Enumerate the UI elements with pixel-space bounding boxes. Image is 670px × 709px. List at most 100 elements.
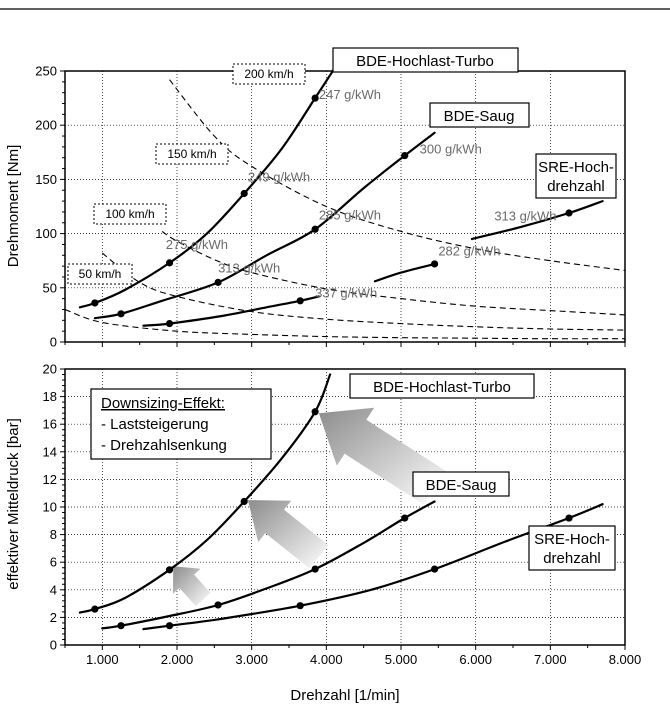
data-point <box>401 151 409 160</box>
downsizing-arrow-2 <box>247 500 329 569</box>
data-point <box>565 209 573 217</box>
data-point <box>165 622 174 630</box>
data-point <box>296 297 304 305</box>
road-load-50-km-h <box>65 308 625 340</box>
torque-axis-title: Drehmoment [Nm] <box>5 145 22 268</box>
data-point <box>311 94 319 102</box>
data-point <box>311 225 319 233</box>
svg-text:50 km/h: 50 km/h <box>79 267 122 281</box>
data-point <box>431 260 439 268</box>
bsfc-label: 285 g/kWh <box>319 208 381 223</box>
data-point <box>401 514 409 522</box>
pressure-axis-title: effektiver Mitteldruck [bar] <box>5 418 22 589</box>
data-point <box>91 299 99 307</box>
x-tick-label: 6.000 <box>459 652 492 667</box>
bsfc-label: 313 g/kWh <box>218 261 280 276</box>
pressure-points <box>91 408 573 630</box>
legend-bde-saug-top: BDE-Saug <box>429 102 530 128</box>
y-tick-label: 10 <box>43 500 57 515</box>
y-tick-label: 250 <box>35 64 57 79</box>
x-tick-label: 1.000 <box>86 652 119 667</box>
data-point <box>296 602 304 610</box>
data-point <box>214 601 222 609</box>
road-load-100-km-h <box>101 252 625 331</box>
legend-bde-hochlast-turbo-top: BDE-Hochlast-Turbo <box>332 47 519 73</box>
series-line-bde-hochlast-turbo <box>78 56 343 309</box>
downsizing-title: Downsizing-Effekt: <box>101 395 225 412</box>
svg-text:SRE-Hoch-: SRE-Hoch- <box>534 531 610 548</box>
x-tick-label: 2.000 <box>161 652 194 667</box>
svg-text:SRE-Hoch-: SRE-Hoch- <box>538 159 614 176</box>
bsfc-label: 275 g/kWh <box>166 237 228 252</box>
y-tick-label: 8 <box>50 527 57 542</box>
data-point <box>214 278 222 286</box>
speed-label-100: 100 km/h <box>93 203 167 225</box>
y-tick-label: 6 <box>50 555 57 570</box>
downsizing-line-2: - Drehzahlsenkung <box>101 437 227 454</box>
y-tick-label: 200 <box>35 118 57 133</box>
svg-text:drehzahl: drehzahl <box>543 550 601 567</box>
svg-text:BDE-Hochlast-Turbo: BDE-Hochlast-Turbo <box>373 379 511 396</box>
torque-series <box>78 56 604 327</box>
y-tick-label: 12 <box>43 472 57 487</box>
data-point <box>91 605 99 613</box>
downsizing-line-1: - Laststeigerung <box>101 416 209 433</box>
speed-label-50: 50 km/h <box>67 263 133 285</box>
series-line-bde-saug <box>93 131 436 320</box>
bsfc-label: 247 g/kWh <box>319 87 381 102</box>
data-point <box>565 514 573 522</box>
bsfc-label: 249 g/kWh <box>248 170 310 185</box>
series-line-sre-hoch-drehzahl <box>470 200 604 241</box>
y-tick-label: 14 <box>43 444 57 459</box>
data-point <box>165 319 174 328</box>
svg-text:150 km/h: 150 km/h <box>167 147 216 161</box>
legend-sre-hochdrehzahl-bottom: SRE-Hoch- drehzahl <box>528 525 616 571</box>
series-line-sre-hoch-drehzahl <box>373 262 436 283</box>
data-point <box>240 497 248 506</box>
bsfc-label: 313 g/kWh <box>494 209 556 224</box>
y-tick-label: 0 <box>50 638 57 653</box>
y-tick-label: 2 <box>50 610 57 625</box>
series-line-bde-hochlast-turbo <box>78 373 332 614</box>
speed-label-200: 200 km/h <box>232 63 306 85</box>
svg-text:drehzahl: drehzahl <box>547 178 605 195</box>
speed-label-150: 150 km/h <box>155 143 229 165</box>
y-tick-label: 16 <box>43 417 57 432</box>
y-tick-label: 100 <box>35 226 57 241</box>
svg-text:BDE-Saug: BDE-Saug <box>444 108 515 125</box>
pressure-chart: 0 2 4 6 8 10 12 14 16 18 20 1.000 2.000 3.000 4.000 5.0… <box>5 362 641 705</box>
torque-ticks: 0 50 100 150 200 250 <box>35 64 626 350</box>
bsfc-label: 282 g/kWh <box>438 243 500 258</box>
svg-text:100 km/h: 100 km/h <box>105 207 154 221</box>
data-point <box>311 408 319 416</box>
x-tick-label: 4.000 <box>310 652 343 667</box>
y-tick-label: 20 <box>43 362 57 377</box>
data-point <box>240 189 248 198</box>
x-tick-label: 3.000 <box>235 652 268 667</box>
y-tick-label: 4 <box>50 582 57 597</box>
y-tick-label: 50 <box>43 280 57 295</box>
legend-bde-saug-bottom: BDE-Saug <box>412 471 510 497</box>
data-point <box>431 565 439 573</box>
x-tick-label: 8.000 <box>609 652 642 667</box>
torque-chart: 0 50 100 150 200 250 247 g/kWh 249 g/kWh 275 g/… <box>5 47 626 350</box>
data-point <box>117 622 125 630</box>
y-tick-label: 18 <box>43 389 57 404</box>
bsfc-label: 337 g/kWh <box>315 286 377 301</box>
data-point <box>311 565 319 573</box>
data-point <box>165 259 174 267</box>
series-line-bde-saug <box>101 500 436 630</box>
road-load-200-km-h <box>169 79 625 272</box>
y-tick-label: 0 <box>50 335 57 350</box>
bsfc-annotations: 247 g/kWh 249 g/kWh 275 g/kWh 313 g/kWh 285 … <box>166 87 557 300</box>
downsizing-box: Downsizing-Effekt: - Laststeigerung - Dr… <box>90 388 272 460</box>
data-point <box>117 310 125 318</box>
bsfc-label: 300 g/kWh <box>420 141 482 156</box>
y-tick-label: 150 <box>35 172 57 187</box>
legend-bde-hochlast-turbo-bottom: BDE-Hochlast-Turbo <box>349 373 535 399</box>
svg-text:200 km/h: 200 km/h <box>244 67 293 81</box>
svg-text:BDE-Hochlast-Turbo: BDE-Hochlast-Turbo <box>356 53 494 70</box>
data-point <box>165 566 174 574</box>
pressure-ticks: 0 2 4 6 8 10 12 14 16 18 20 1.000 2.000 3.000 4.000 5.0… <box>43 362 642 668</box>
